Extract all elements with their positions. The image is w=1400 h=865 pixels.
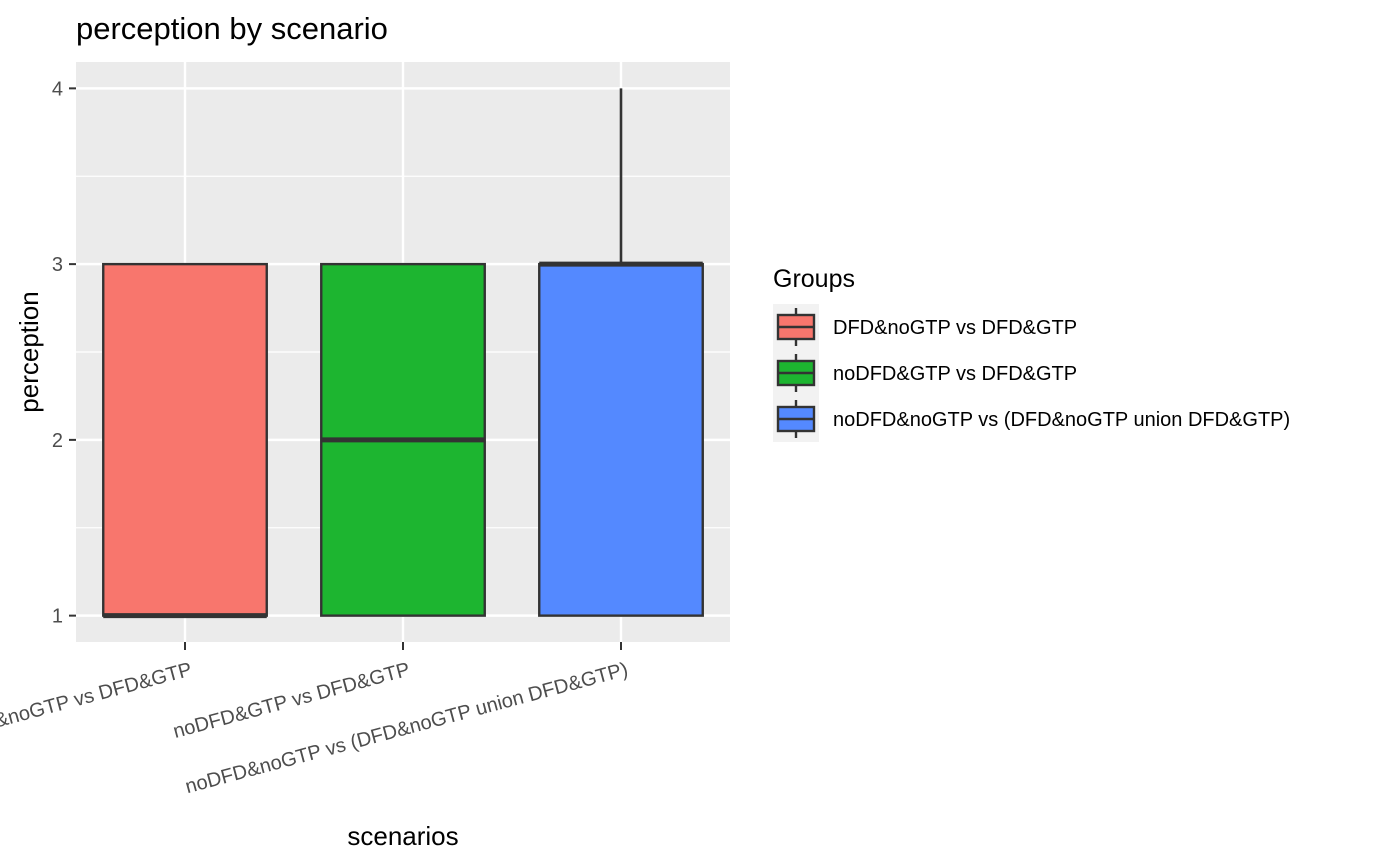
y-axis-label: perception xyxy=(14,291,44,412)
box xyxy=(538,262,704,617)
y-tick-label: 1 xyxy=(52,606,63,628)
legend-item: noDFD&GTP vs DFD&GTP xyxy=(773,350,1077,396)
box-group xyxy=(320,262,486,617)
legend-title: Groups xyxy=(773,265,855,293)
y-tick-label: 2 xyxy=(52,430,63,452)
legend-item: noDFD&noGTP vs (DFD&noGTP union DFD&GTP) xyxy=(773,396,1290,442)
box xyxy=(102,262,268,617)
y-tick-label: 3 xyxy=(52,254,63,276)
y-tick-label: 4 xyxy=(52,78,63,100)
legend-label: noDFD&GTP vs DFD&GTP xyxy=(833,363,1077,385)
legend-label: noDFD&noGTP vs (DFD&noGTP union DFD&GTP) xyxy=(833,409,1290,431)
legend: Groups DFD&noGTP vs DFD&GTP noDFD&GTP vs … xyxy=(773,265,1290,442)
x-axis-label: scenarios xyxy=(347,821,458,851)
box-group xyxy=(538,88,704,617)
chart-title: perception by scenario xyxy=(76,11,388,46)
box-group xyxy=(102,262,268,619)
x-tick-label: DFD&noGTP vs DFD&GTP xyxy=(0,659,194,743)
legend-label: DFD&noGTP vs DFD&GTP xyxy=(833,317,1077,339)
legend-item: DFD&noGTP vs DFD&GTP xyxy=(773,304,1077,350)
